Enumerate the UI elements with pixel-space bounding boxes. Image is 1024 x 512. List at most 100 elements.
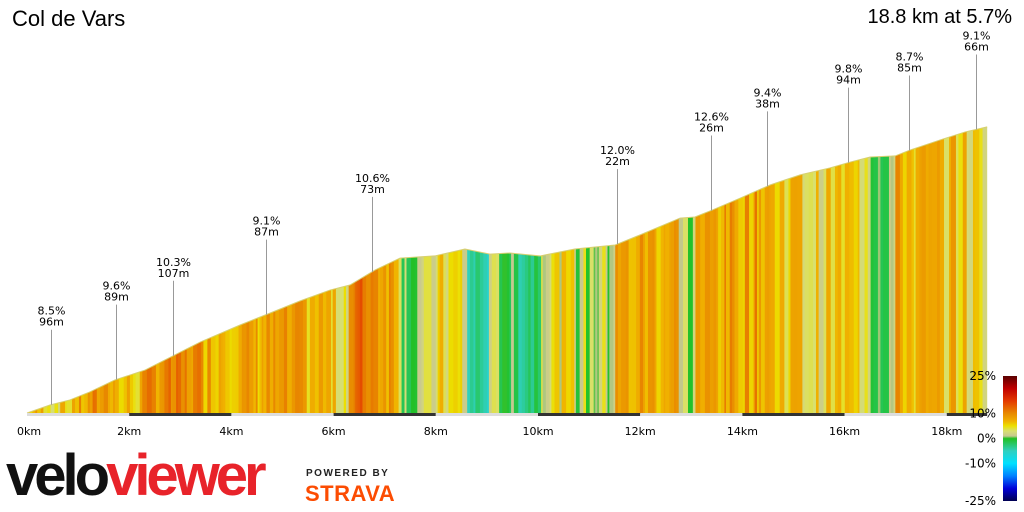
gradient-stripe — [936, 126, 941, 414]
gradient-stripe — [431, 126, 437, 414]
gradient-stripe — [687, 126, 694, 414]
gradient-stripe — [899, 126, 904, 414]
gradient-stripe — [704, 126, 709, 414]
gradient-stripe — [767, 126, 770, 414]
gradient-stripe — [925, 126, 930, 414]
gradient-stripe — [729, 126, 733, 414]
gradient-stripe — [652, 126, 656, 414]
gradient-stripe — [383, 126, 387, 414]
gradient-stripe — [287, 126, 293, 414]
gradient-stripe — [210, 126, 216, 414]
gradient-stripe — [534, 126, 539, 414]
gradient-stripe — [754, 126, 758, 414]
annotation-length: 89m — [104, 291, 129, 304]
gradient-stripe — [518, 126, 523, 414]
gradient-stripe — [880, 126, 884, 414]
gradient-stripe — [575, 126, 581, 414]
gradient-stripe — [867, 126, 872, 414]
distance-scale-segment — [333, 413, 436, 416]
gradient-stripe — [873, 126, 877, 414]
gradient-stripe — [457, 126, 461, 414]
gradient-stripe — [314, 126, 320, 414]
gradient-stripe — [769, 126, 772, 414]
gradient-stripe — [713, 126, 717, 414]
strava-logo: STRAVA — [305, 481, 396, 506]
annotation-grade: 10.3% — [156, 256, 191, 269]
gradient-stripe — [411, 126, 416, 414]
gradient-stripe — [643, 126, 646, 414]
annotation-grade: 9.4% — [754, 86, 782, 99]
gradient-stripe — [888, 126, 892, 414]
gradient-stripe — [84, 126, 89, 414]
x-tick-label: 6km — [322, 425, 346, 438]
gradient-stripe — [725, 126, 731, 414]
gradient-stripe — [895, 126, 901, 414]
gradient-stripe — [445, 126, 450, 414]
legend-label: -25% — [965, 494, 996, 508]
gradient-stripe — [295, 126, 301, 414]
gradient-stripe — [744, 126, 750, 414]
gradient-stripe — [509, 126, 512, 414]
gradient-stripe — [27, 126, 31, 414]
gradient-stripe — [955, 126, 960, 414]
gradient-stripe — [406, 126, 412, 414]
x-tick-label: 14km — [727, 425, 758, 438]
annotation-length: 38m — [755, 97, 780, 110]
gradient-stripe — [467, 126, 471, 414]
gradient-stripe — [574, 126, 577, 414]
gradient-stripe — [797, 126, 803, 414]
annotation-grade: 9.1% — [963, 29, 991, 42]
gradient-stripe — [554, 126, 561, 414]
gradient-stripe — [54, 126, 59, 414]
gradient-stripe — [595, 126, 598, 414]
gradient-stripe — [103, 126, 109, 414]
gradient-stripe — [962, 126, 968, 414]
gradient-stripe — [625, 126, 630, 414]
gradient-stripe — [249, 126, 254, 414]
gradient-stripe — [709, 126, 715, 414]
annotation-grade: 8.7% — [896, 50, 924, 63]
gradient-stripe — [348, 126, 355, 414]
gradient-stripe — [950, 126, 957, 414]
annotation-length: 96m — [39, 316, 64, 329]
gradient-stripe — [675, 126, 680, 414]
gradient-stripe — [790, 126, 795, 414]
gradient-stripe — [58, 126, 61, 414]
gradient-stripe — [197, 126, 202, 414]
gradient-stripe — [362, 126, 367, 414]
gradient-stripe — [378, 126, 381, 414]
gradient-stripe — [628, 126, 633, 414]
gradient-stripe — [875, 126, 879, 414]
gradient-stripe — [511, 126, 515, 414]
legend-label: 0% — [977, 432, 996, 446]
gradient-stripe — [830, 126, 836, 414]
gradient-stripe — [674, 126, 677, 414]
gradient-stripe — [94, 126, 98, 414]
gradient-stripe — [551, 126, 556, 414]
gradient-stripe — [915, 126, 921, 414]
x-tick-label: 12km — [625, 425, 656, 438]
gradient-stripe — [559, 126, 563, 414]
gradient-stripe — [911, 126, 915, 414]
gradient-stripe — [528, 126, 532, 414]
gradient-stripe — [734, 126, 739, 414]
gradient-stripe — [890, 126, 895, 414]
gradient-stripe — [549, 126, 553, 414]
gradient-stripe — [388, 126, 392, 414]
gradient-stripe — [788, 126, 792, 414]
gradient-stripe — [793, 126, 798, 414]
gradient-stripe — [639, 126, 644, 414]
gradient-stripe — [877, 126, 882, 414]
gradient-stripe — [802, 126, 806, 414]
gradient-stripe — [718, 126, 722, 414]
gradient-stripe — [849, 126, 855, 414]
distance-scale-segment — [435, 413, 538, 416]
gradient-stripe — [30, 126, 33, 414]
gradient-stripe — [902, 126, 908, 414]
distance-scale-segment — [27, 413, 130, 416]
gradient-stripe — [339, 126, 345, 414]
gradient-stripe — [398, 126, 403, 414]
gradient-stripe — [78, 126, 82, 414]
veloviewer-logo: veloviewer — [6, 443, 267, 508]
